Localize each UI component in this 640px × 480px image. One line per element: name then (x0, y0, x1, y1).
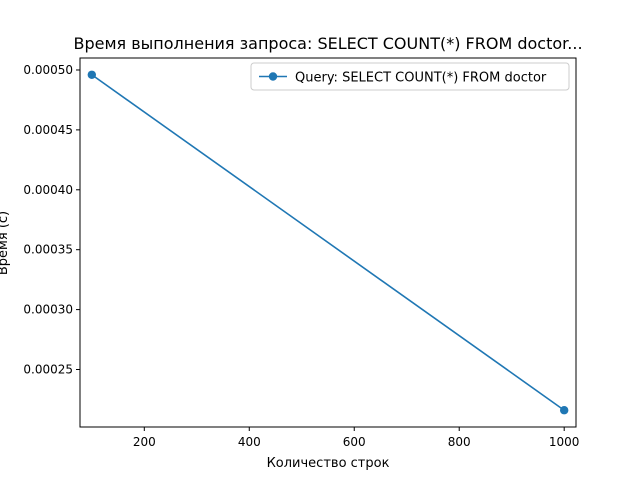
legend-label: Query: SELECT COUNT(*) FROM doctor (295, 71, 547, 86)
series-line (91, 74, 565, 411)
x-tick-label: 600 (343, 435, 366, 449)
x-tick-label: 1000 (549, 435, 580, 449)
y-tick-label: 0.00025 (23, 362, 73, 376)
y-tick-label: 0.00040 (23, 183, 73, 197)
data-point (559, 406, 569, 415)
x-axis-label: Количество строк (267, 456, 390, 471)
series-layer (87, 70, 569, 415)
x-tick-label: 800 (448, 435, 471, 449)
y-tick-label: 0.00050 (23, 63, 73, 77)
chart-title: Время выполнения запроса: SELECT COUNT(*… (73, 34, 582, 53)
x-tick-label: 200 (133, 435, 156, 449)
y-axis-label: Время (с) (0, 211, 11, 275)
y-tick-label: 0.00045 (23, 123, 73, 137)
x-axis: 200 400 600 800 1000 (133, 427, 580, 449)
y-tick-label: 0.00035 (23, 243, 73, 257)
plot-area (79, 57, 577, 428)
y-axis: 0.00025 0.00030 0.00035 0.00040 0.00045 0.000… (23, 63, 80, 376)
legend-marker (268, 72, 278, 81)
data-point (87, 70, 97, 79)
legend: Query: SELECT COUNT(*) FROM doctor (250, 62, 570, 91)
y-tick-label: 0.00030 (23, 303, 73, 317)
x-tick-label: 400 (238, 435, 261, 449)
plot-frame (79, 57, 577, 428)
legend-box (250, 62, 570, 91)
